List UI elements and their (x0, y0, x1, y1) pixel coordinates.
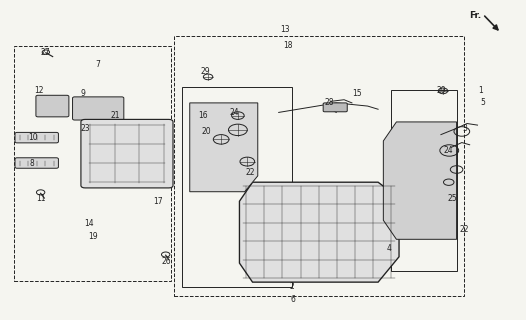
Text: 9: 9 (80, 89, 85, 98)
Text: 19: 19 (89, 232, 98, 241)
FancyBboxPatch shape (15, 132, 58, 143)
Text: 20: 20 (201, 127, 211, 136)
Text: 8: 8 (29, 159, 34, 168)
Text: 22: 22 (246, 168, 255, 177)
Text: 29: 29 (200, 67, 210, 76)
Text: 24: 24 (443, 146, 453, 155)
Polygon shape (239, 182, 399, 282)
Text: 14: 14 (85, 219, 94, 228)
Text: 23: 23 (80, 124, 90, 133)
Text: 26: 26 (162, 257, 171, 266)
Text: 29: 29 (436, 86, 446, 95)
Polygon shape (383, 122, 457, 239)
Text: 16: 16 (198, 111, 208, 120)
FancyBboxPatch shape (81, 119, 173, 188)
Text: 1: 1 (478, 86, 482, 95)
Text: Fr.: Fr. (469, 11, 481, 20)
Text: 3: 3 (462, 124, 467, 133)
Text: 10: 10 (28, 133, 37, 142)
Text: 27: 27 (40, 48, 49, 57)
Text: 17: 17 (154, 197, 163, 206)
Text: 4: 4 (386, 244, 391, 253)
Text: 28: 28 (324, 99, 333, 108)
Text: 11: 11 (36, 194, 45, 203)
Polygon shape (190, 103, 258, 192)
Text: 18: 18 (284, 41, 293, 50)
Text: 25: 25 (448, 194, 457, 203)
FancyBboxPatch shape (73, 97, 124, 120)
FancyBboxPatch shape (323, 103, 347, 112)
Text: 6: 6 (291, 295, 296, 304)
FancyBboxPatch shape (36, 95, 69, 117)
Text: 13: 13 (280, 25, 290, 35)
Text: 15: 15 (352, 89, 362, 98)
Text: 12: 12 (34, 86, 44, 95)
Text: 2: 2 (289, 282, 294, 292)
Text: 21: 21 (110, 111, 120, 120)
Text: 7: 7 (96, 60, 100, 69)
FancyBboxPatch shape (15, 158, 58, 168)
Text: 24: 24 (230, 108, 239, 117)
Text: 5: 5 (480, 99, 485, 108)
Text: 22: 22 (460, 225, 469, 234)
